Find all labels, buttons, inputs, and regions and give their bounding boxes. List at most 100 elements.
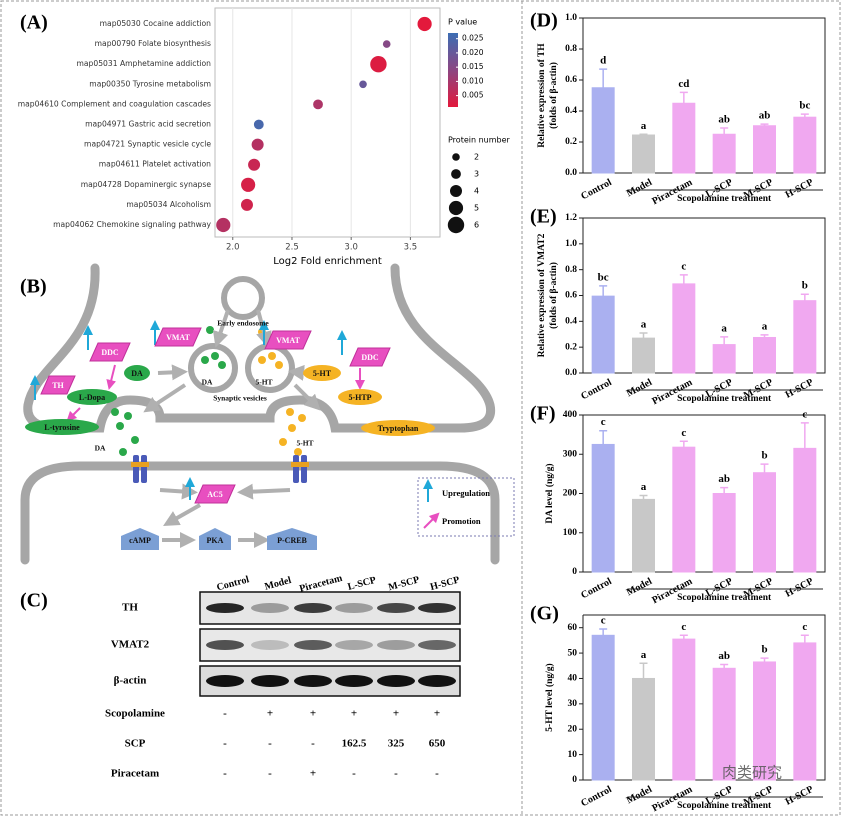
error-bar [760,657,769,662]
column-label: M-SCP [387,574,420,593]
significance-letter: c [681,260,686,272]
treatment-value: 162.5 [342,738,367,750]
error-bar [800,422,809,449]
node-shape [361,420,435,436]
size-label: 6 [474,221,479,230]
node-shape [199,528,231,550]
node-shape [67,389,117,405]
significance-letter: c [802,408,807,420]
treatment-value: 325 [388,738,405,750]
significance-letter: c [601,614,606,626]
error-bar [800,293,809,301]
y-tick-label: 0.6 [565,291,577,301]
panel-label: (E) [530,206,557,228]
axes [582,217,826,374]
bubble [240,198,253,211]
node-shape [194,484,236,504]
y-tick-label: 1.2 [565,213,577,223]
y-tick-label: 0.8 [565,44,577,54]
node-label: PKA [207,536,224,545]
y-tick-label: map05031 Amphetamine addiction [77,59,212,68]
significance-letter: c [681,427,686,439]
bar [632,677,655,781]
treatment-name: Piracetam [111,768,159,780]
significance-letter: a [641,649,647,661]
node-label: Tryptophan [378,424,419,433]
bar [793,642,817,781]
node-shape [264,330,312,350]
error-bar [760,463,769,473]
band [294,603,332,613]
axes [582,17,826,174]
node-shape [338,389,382,405]
bar [672,283,696,374]
band [335,640,373,650]
node-label: P-CREB [277,536,307,545]
node-label: 5-HT [255,378,272,387]
size-label: 4 [474,187,479,196]
y-tick-label: map04971 Gastric acid secretion [85,120,211,129]
bubble [253,119,264,130]
size-key [450,185,462,197]
x-axis-title: Scopolamine treatment [677,194,772,204]
y-axis-title: DA level (ng/g) [544,463,555,523]
column-label: Model [263,575,292,593]
endosome [221,276,265,320]
treatment-value: + [310,708,316,720]
treatment-value: - [435,768,439,780]
bubble [370,55,387,73]
size-key [447,216,465,234]
arrow [293,383,321,411]
significance-letter: b [802,280,808,292]
x-tick-label: H-SCP [784,784,816,808]
y-axis-title: 5-HT level (ng/g) [544,663,555,731]
x-tick-label: Model [625,377,654,400]
error-bar [679,91,688,104]
node-shape [154,327,202,347]
y-axis-title: (folds of β-actin) [548,62,559,129]
bar [672,446,696,573]
y-tick-label: 0.0 [565,168,577,178]
bubble [382,40,391,48]
band-label: VMAT2 [111,639,150,651]
y-tick-label: 10 [568,750,578,760]
bar [793,116,817,174]
band [206,640,244,650]
node-label: VMAT [166,333,191,342]
color-tick-label: 0.005 [462,91,484,100]
error-bar [800,113,809,118]
treatment-value: - [223,738,227,750]
y-tick-label: 40 [568,674,578,684]
significance-letter: a [721,322,727,334]
x-tick-label: H-SCP [784,177,816,201]
x-tick-label: H-SCP [784,576,816,600]
band-label: β-actin [114,675,147,687]
significance-letter: cd [678,78,689,90]
bar [753,336,776,374]
error-bar [679,440,688,448]
band [377,603,415,613]
panel-label: (D) [530,10,558,32]
y-axis-title: (folds of β-actin) [548,262,559,329]
bar [753,125,776,174]
bar [753,472,776,573]
size-key [448,200,464,216]
significance-letter: c [601,416,606,428]
node-label: TH [52,381,64,390]
treatment-value: - [352,768,356,780]
node-shape [124,365,150,381]
significance-letter: d [600,55,606,67]
y-tick-label: 0 [572,567,577,577]
error-bar [599,628,608,636]
bar [712,133,736,174]
treatment-value: - [268,768,272,780]
error-bar [760,334,769,338]
significance-letter: c [681,621,686,633]
x-tick-label: Control [579,784,614,809]
node-label: DA [95,444,106,453]
bar [632,134,655,174]
error-bar [639,494,648,500]
bar [712,493,736,573]
